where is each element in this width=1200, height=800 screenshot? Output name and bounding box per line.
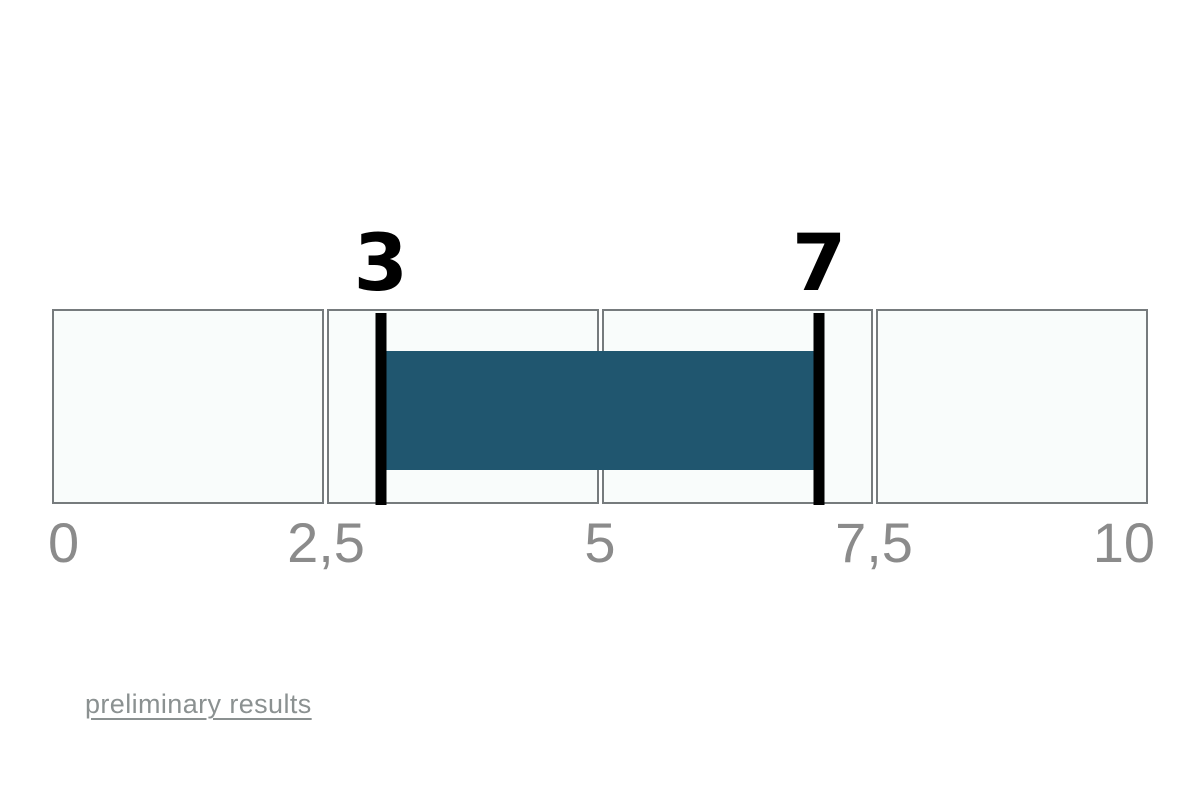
axis-tick-label: 5: [584, 511, 616, 574]
range-marker-end-line: [813, 313, 825, 505]
range-marker-start-label: 3: [353, 219, 408, 309]
scale-segment: [876, 309, 1148, 504]
range-marker-end-label: 7: [792, 219, 847, 309]
axis-tick-label: 2,5: [287, 511, 365, 574]
axis-tick-label: 10: [1092, 511, 1155, 574]
axis-tick-label: 0: [48, 511, 80, 574]
range-marker-start-line: [375, 313, 387, 505]
preliminary-results-link[interactable]: preliminary results: [85, 689, 312, 719]
range-bar: [380, 351, 820, 470]
axis-tick-label: 7,5: [835, 511, 913, 574]
scale-segment: [52, 309, 324, 504]
axis-ticks: 0 2,5 5 7,5 10: [48, 511, 1155, 579]
